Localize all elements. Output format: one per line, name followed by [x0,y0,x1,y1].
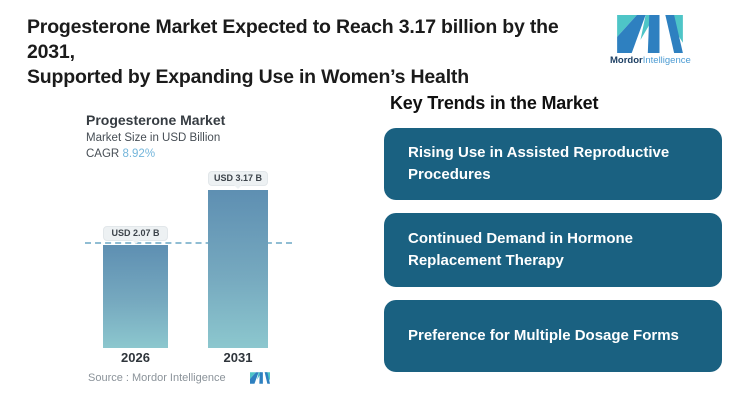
mordor-intelligence-logo-icon [610,15,690,53]
source-logo-icon [250,371,270,389]
page-title-line1: Progesterone Market Expected to Reach 3.… [27,16,559,63]
brand-logo: MordorIntelligence [610,15,691,66]
trends-heading: Key Trends in the Market [390,93,599,113]
trend-card-label: Preference for Multiple Dosage Forms [408,326,679,344]
value-label-2026: USD 2.07 B [103,226,168,244]
source-text: Source : Mordor Intelligence [88,372,226,384]
value-label-2031: USD 3.17 B [208,171,268,189]
cagr-value: 8.92% [122,148,156,160]
page-title: Progesterone Market Expected to Reach 3.… [27,15,602,90]
axis-label-2031: 2031 [223,350,253,365]
chart-subtitle: Market Size in USD Billion [86,132,221,144]
trend-card-dosage-forms: Preference for Multiple Dosage Forms [384,300,722,372]
trend-card-assisted-reproductive: Rising Use in Assisted Reproductive Proc… [384,128,722,200]
brand-name: MordorIntelligence [610,55,691,66]
cagr-label: CAGR [86,148,120,160]
trend-card-label: Rising Use in Assisted Reproductive Proc… [408,143,670,184]
reference-line [85,242,292,244]
chart-cagr: CAGR 8.92% [86,148,155,160]
bar-2031 [208,190,268,348]
trend-card-label: Continued Demand in Hormone Replacement … [408,229,633,270]
axis-label-2026: 2026 [121,350,150,365]
brand-name-light: Intelligence [642,55,691,66]
page-title-line2: Supported by Expanding Use in Women’s He… [27,66,469,88]
trend-card-hormone-replacement: Continued Demand in Hormone Replacement … [384,213,722,287]
bar-2026 [103,245,168,348]
brand-name-bold: Mordor [610,55,643,66]
chart-title: Progesterone Market [86,112,226,128]
